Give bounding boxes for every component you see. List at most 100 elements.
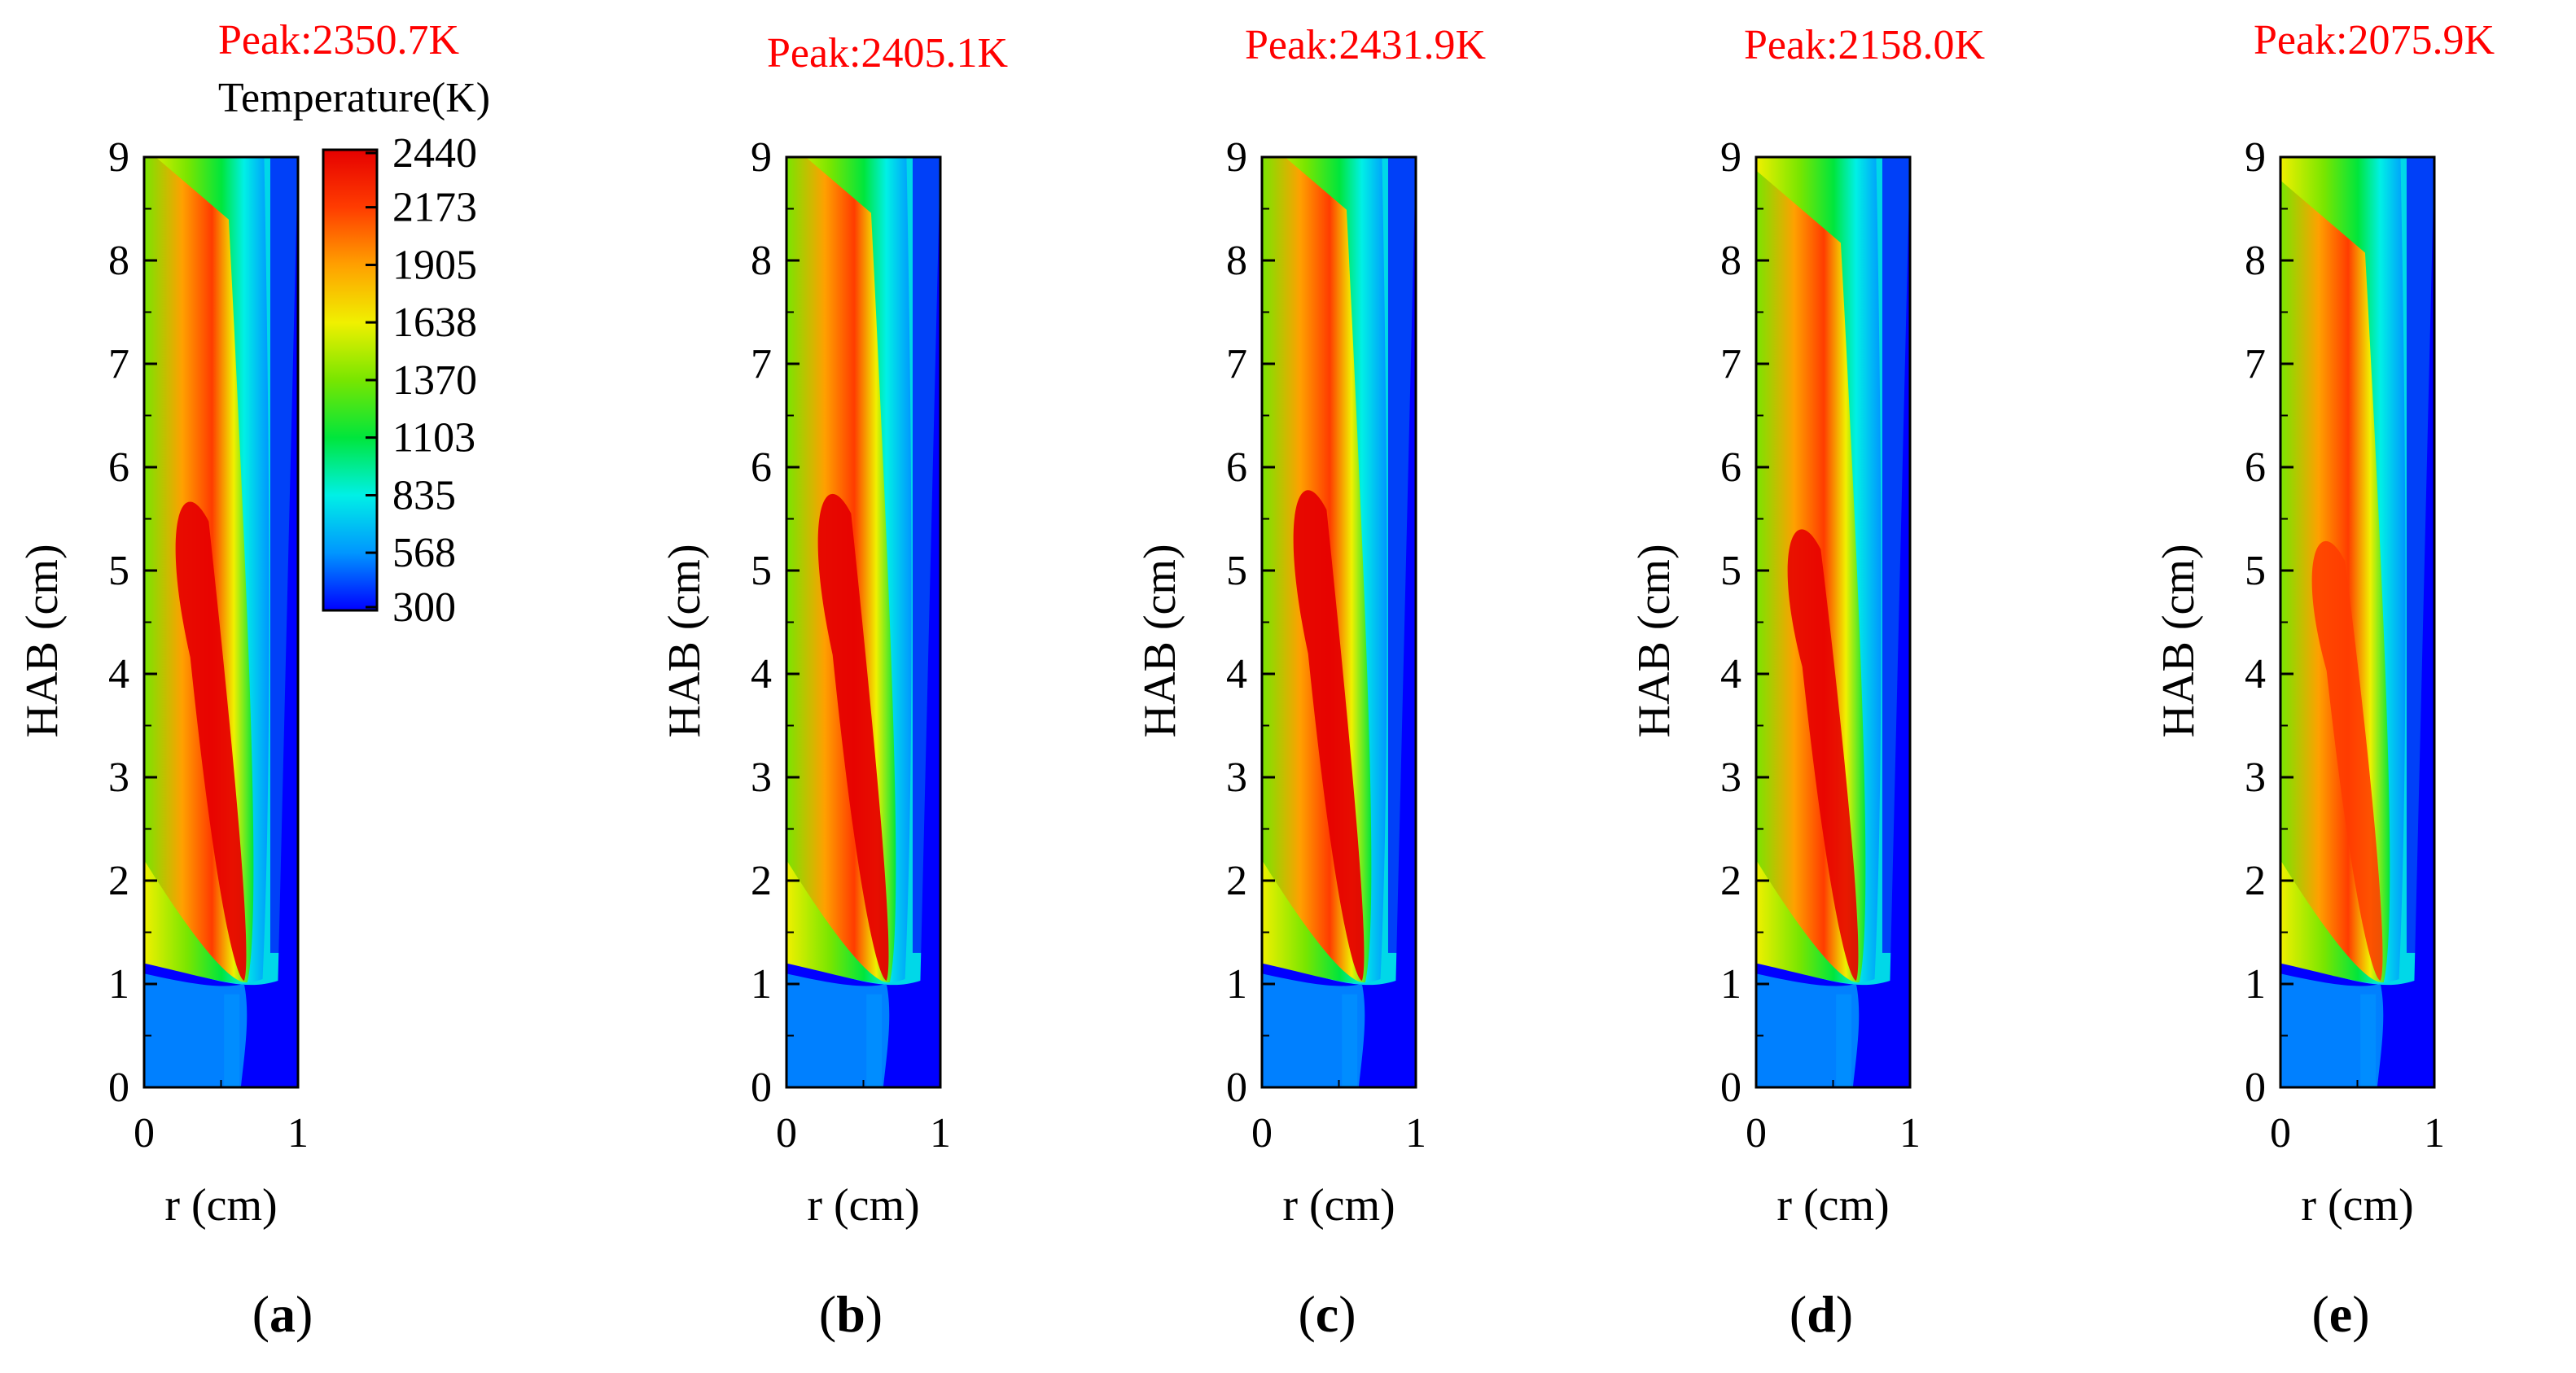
y-tick-label: 8 (1720, 238, 1741, 284)
y-tick-label: 4 (1226, 651, 1247, 697)
colorbar-tick-label: 1905 (392, 243, 477, 289)
x-axis-label: r (cm) (1776, 1180, 1889, 1231)
y-tick-label: 9 (2245, 134, 2266, 181)
y-tick-label: 1 (1720, 961, 1741, 1008)
burner-region (1262, 973, 1365, 1087)
x-tick-label: 1 (1405, 1110, 1426, 1157)
edge-cold-band (269, 157, 298, 953)
burner-lip (1342, 994, 1358, 1087)
x-tick-label: 0 (134, 1110, 155, 1157)
colorbar-tick-label: 835 (392, 473, 456, 519)
y-tick-label: 0 (1720, 1065, 1741, 1111)
x-axis-label: r (cm) (1282, 1180, 1395, 1231)
colorbar-tick-label: 1638 (392, 300, 477, 346)
panel-label: (b) (819, 1285, 883, 1343)
burner-lip (224, 994, 240, 1087)
flame-core (2311, 540, 2383, 981)
x-tick-label: 1 (2424, 1110, 2445, 1157)
y-tick-label: 9 (108, 134, 129, 181)
peak-label: Peak:2075.9K (2254, 17, 2495, 63)
y-tick-label: 8 (2245, 238, 2266, 284)
x-tick-label: 0 (2270, 1110, 2291, 1157)
burner-region (144, 973, 248, 1087)
y-tick-label: 7 (1720, 341, 1741, 387)
y-tick-label: 2 (1720, 858, 1741, 904)
y-axis-label: HAB (cm) (2153, 544, 2204, 737)
y-tick-label: 8 (108, 238, 129, 284)
panel-label: (e) (2311, 1285, 2369, 1343)
peak-label: Peak:2158.0K (1744, 22, 1986, 68)
x-tick-label: 0 (776, 1110, 797, 1157)
y-tick-label: 1 (2245, 961, 2266, 1008)
y-tick-label: 9 (1226, 134, 1247, 181)
y-tick-label: 8 (1226, 238, 1247, 284)
y-tick-label: 5 (2245, 548, 2266, 594)
flame-core (1787, 529, 1859, 981)
y-axis-label: HAB (cm) (659, 544, 710, 737)
colorbar-tick-label: 568 (392, 530, 456, 576)
flame-core (817, 493, 889, 981)
peak-label: Peak:2405.1K (767, 30, 1009, 77)
y-tick-label: 3 (1226, 754, 1247, 801)
edge-cold-band (912, 157, 940, 953)
y-tick-label: 0 (108, 1065, 129, 1111)
y-tick-label: 5 (1226, 548, 1247, 594)
y-tick-label: 7 (2245, 341, 2266, 387)
temperature-field (1262, 157, 1416, 1087)
y-tick-label: 3 (1720, 754, 1741, 801)
y-tick-label: 6 (1226, 444, 1247, 491)
y-tick-label: 6 (1720, 444, 1741, 491)
y-tick-label: 9 (1720, 134, 1741, 181)
x-axis-label: r (cm) (2301, 1180, 2413, 1231)
colorbar-tick-label: 2440 (392, 130, 477, 177)
y-axis-label: HAB (cm) (17, 544, 68, 737)
peak-label: Peak:2431.9K (1245, 22, 1487, 68)
y-tick-label: 2 (2245, 858, 2266, 904)
colorbar-tick-label: 300 (392, 584, 456, 631)
y-tick-label: 1 (751, 961, 772, 1008)
y-axis-label: HAB (cm) (1629, 544, 1680, 737)
edge-cold-band (1387, 157, 1416, 953)
colorbar-tick-label: 1103 (392, 415, 475, 461)
edge-cold-band (2406, 157, 2434, 953)
y-axis-label: HAB (cm) (1135, 544, 1185, 737)
y-tick-label: 4 (1720, 651, 1741, 697)
panel-label: (a) (252, 1285, 313, 1343)
y-tick-label: 5 (751, 548, 772, 594)
colorbar-tick-label: 1370 (392, 357, 477, 404)
x-tick-label: 0 (1746, 1110, 1767, 1157)
y-tick-label: 3 (2245, 754, 2266, 801)
burner-lip (2360, 994, 2377, 1087)
burner-region (1756, 973, 1860, 1087)
edge-cold-band (1882, 157, 1910, 953)
y-tick-label: 3 (108, 754, 129, 801)
y-tick-label: 5 (108, 548, 129, 594)
x-axis-label: r (cm) (164, 1180, 277, 1231)
flame-core (1293, 490, 1365, 981)
y-tick-label: 0 (751, 1065, 772, 1111)
y-tick-label: 5 (1720, 548, 1741, 594)
peak-label: Peak:2350.7K (218, 17, 460, 63)
y-tick-label: 1 (1226, 961, 1247, 1008)
y-tick-label: 2 (751, 858, 772, 904)
colorbar-tick-label: 2173 (392, 185, 477, 231)
burner-lip (866, 994, 883, 1087)
x-axis-label: r (cm) (807, 1180, 919, 1231)
colorbar-title: Temperature(K) (218, 75, 490, 121)
x-tick-label: 1 (287, 1110, 309, 1157)
temperature-field (786, 157, 940, 1087)
y-tick-label: 3 (751, 754, 772, 801)
y-tick-label: 4 (751, 651, 772, 697)
x-tick-label: 1 (1899, 1110, 1921, 1157)
y-tick-label: 2 (1226, 858, 1247, 904)
temperature-field (144, 157, 298, 1087)
x-tick-label: 1 (930, 1110, 951, 1157)
y-tick-label: 7 (1226, 341, 1247, 387)
y-tick-label: 1 (108, 961, 129, 1008)
panel-label: (c) (1298, 1285, 1356, 1343)
y-tick-label: 8 (751, 238, 772, 284)
